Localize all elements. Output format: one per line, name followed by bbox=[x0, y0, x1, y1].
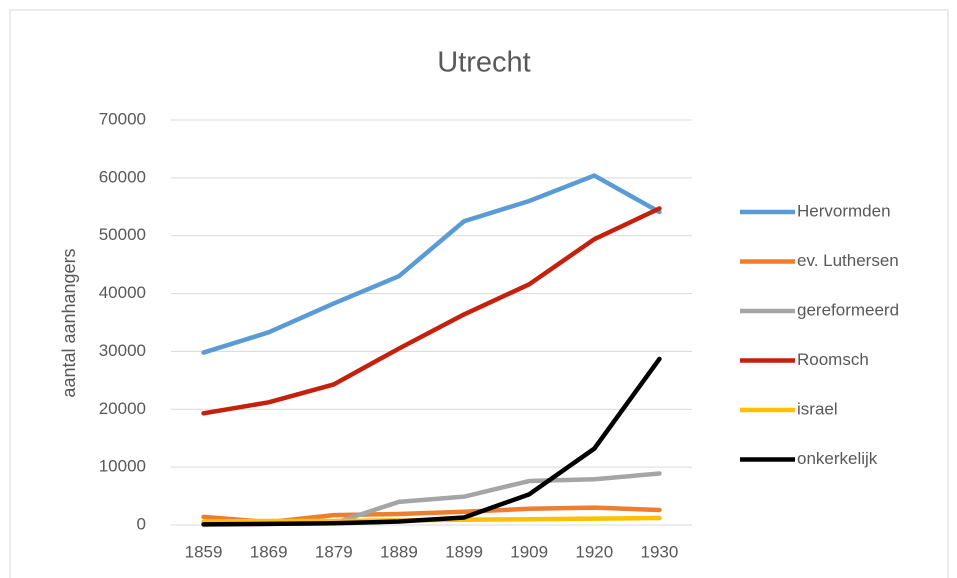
series-line bbox=[201, 206, 662, 416]
legend-label: Hervormden bbox=[797, 201, 891, 220]
y-tick-label: 40000 bbox=[99, 283, 146, 302]
legend-label: gereformeerd bbox=[797, 300, 899, 319]
y-tick-label: 20000 bbox=[99, 399, 146, 418]
x-tick-label: 1930 bbox=[641, 542, 679, 561]
y-axis-label: aantal aanhangers bbox=[59, 248, 79, 397]
y-tick-label: 0 bbox=[137, 514, 146, 533]
y-tick-label: 10000 bbox=[99, 457, 146, 476]
legend-label: ev. Luthersen bbox=[797, 251, 899, 270]
y-tick-label: 30000 bbox=[99, 341, 146, 360]
legend-label: Roomsch bbox=[797, 350, 869, 369]
series-line bbox=[201, 356, 662, 527]
x-tick-label: 1859 bbox=[185, 542, 223, 561]
x-tick-label: 1899 bbox=[445, 542, 483, 561]
y-tick-label: 60000 bbox=[99, 167, 146, 186]
chart-title: Utrecht bbox=[437, 47, 530, 79]
x-tick-label: 1920 bbox=[575, 542, 613, 561]
legend-label: onkerkelijk bbox=[797, 449, 878, 468]
x-tick-label: 1879 bbox=[315, 542, 353, 561]
y-tick-label: 70000 bbox=[99, 109, 146, 128]
x-tick-label: 1889 bbox=[380, 542, 418, 561]
series-line bbox=[201, 173, 662, 355]
x-tick-label: 1909 bbox=[510, 542, 548, 561]
legend-label: israel bbox=[797, 399, 838, 418]
x-tick-label: 1869 bbox=[250, 542, 288, 561]
y-tick-label: 50000 bbox=[99, 225, 146, 244]
